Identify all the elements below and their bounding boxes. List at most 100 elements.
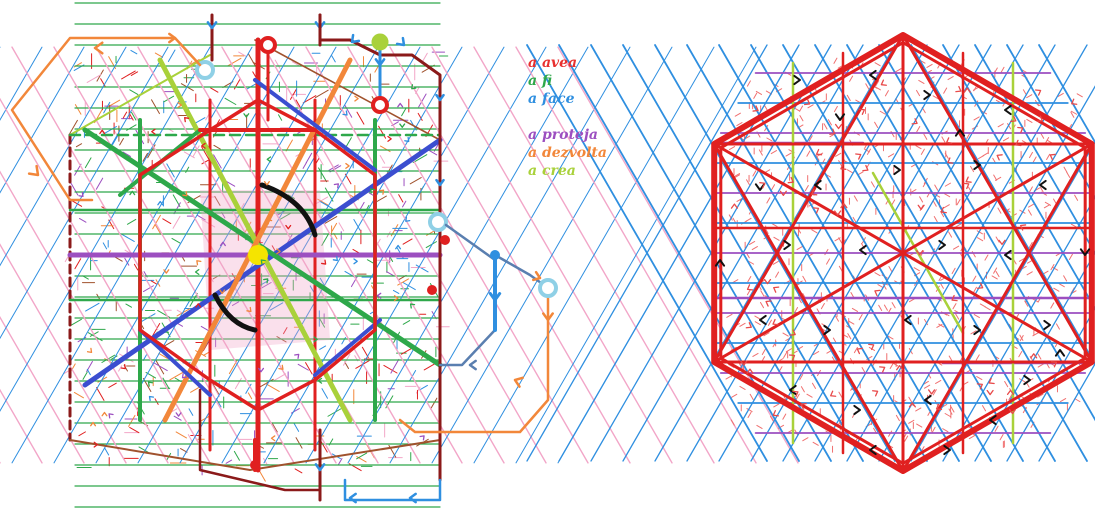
arrow-icon (294, 353, 300, 359)
mesh-stroke (277, 114, 283, 121)
hatch-stroke (833, 105, 838, 113)
hatch-stroke (997, 123, 1004, 128)
node-red-icon (371, 96, 389, 114)
node-red-icon (427, 285, 437, 295)
arrow-icon (108, 413, 114, 419)
hatch-stroke (951, 267, 956, 274)
hatch-stroke (918, 79, 925, 84)
hatch-stroke (955, 313, 960, 320)
mesh-stroke (401, 107, 407, 117)
hatch-stroke (995, 270, 1000, 278)
hatch-stroke (799, 115, 804, 122)
mesh-stroke (78, 431, 86, 437)
arrow-red-icon (740, 360, 748, 366)
hatch-stroke (772, 260, 779, 265)
arrow-icon (263, 278, 269, 284)
mesh-stroke (142, 285, 154, 293)
mesh-stroke (319, 345, 327, 350)
hatch-stroke (968, 435, 975, 440)
axis-orange (162, 57, 353, 423)
hatch-stroke (782, 332, 789, 337)
hatch-stroke (924, 384, 931, 389)
mesh-stroke (402, 238, 413, 245)
hatch-stroke (943, 87, 948, 94)
arrow-black-icon (714, 259, 726, 267)
mesh-stroke (247, 53, 257, 67)
hatch-stroke (753, 92, 758, 99)
hatch-stroke (933, 216, 938, 223)
arrow-icon (129, 190, 136, 196)
hatch-stroke (758, 149, 763, 156)
hatch-stroke (932, 200, 937, 207)
hexagon-red-outer (711, 32, 1095, 474)
arrow-icon (270, 435, 276, 442)
hatch-stroke (833, 57, 838, 64)
arrow-right-icon (168, 32, 177, 44)
hatch-stroke (874, 272, 881, 277)
mesh-stroke (231, 301, 240, 306)
arrow-black-icon (793, 74, 801, 86)
mesh-stroke (213, 144, 221, 150)
small-arrows (78, 84, 425, 448)
mesh-stroke (131, 111, 137, 121)
hatch-stroke (1008, 394, 1013, 401)
arrow-red-icon (1050, 361, 1058, 368)
hatch-stroke (733, 173, 741, 178)
hatch-stroke (846, 169, 854, 174)
hatch-stroke (973, 116, 980, 121)
mesh-stroke (95, 177, 104, 190)
mesh-stroke (338, 222, 345, 232)
arrow-red-icon (976, 383, 983, 390)
hatch-stroke (773, 403, 780, 408)
mesh-stroke (74, 258, 82, 270)
mesh-stroke (196, 214, 206, 221)
mesh-stroke (187, 434, 194, 443)
hatch-stroke (763, 332, 770, 337)
mesh-stroke (415, 264, 429, 273)
mesh-stroke (102, 242, 108, 250)
mesh-stroke (172, 215, 181, 229)
hatch-stroke (941, 136, 946, 143)
mesh-stroke (319, 200, 333, 210)
arrow-black-icon (924, 394, 932, 406)
arrow-red-icon (917, 204, 925, 210)
arrow-red-icon (1008, 408, 1017, 415)
mesh-stroke (379, 145, 391, 153)
mesh-stroke (315, 196, 329, 205)
arrow-icon (276, 248, 281, 255)
arrow-red-icon (811, 189, 818, 196)
arrow-icon (219, 289, 226, 294)
hatch-stroke (769, 415, 774, 423)
arrow-red-icon (858, 108, 866, 115)
mesh-stroke (397, 278, 409, 286)
mesh-stroke (344, 361, 350, 369)
mesh-stroke (356, 452, 368, 460)
mesh-stroke (214, 195, 221, 206)
arrow-black-icon (1043, 319, 1051, 331)
arrow-red-icon (946, 137, 953, 144)
hatch-stroke (861, 367, 866, 374)
grid-line-diagonal (389, 46, 631, 464)
hatch-stroke (1057, 92, 1064, 97)
hatch-stroke (933, 193, 941, 198)
hatch-stroke (887, 335, 894, 340)
hatch-stroke (939, 282, 944, 289)
hatch-stroke (1066, 171, 1071, 178)
grid-line-blue (1006, 44, 1095, 200)
hatch-stroke (731, 393, 738, 398)
hatch-stroke (932, 95, 939, 100)
arrow-icon (387, 135, 392, 142)
mesh-stroke (331, 222, 338, 232)
hatch-stroke (795, 393, 800, 400)
hatch-stroke (739, 322, 746, 327)
arrow-icon (395, 36, 406, 47)
mesh-stroke (189, 58, 200, 66)
hatch-stroke (827, 119, 832, 126)
mesh-stroke (175, 431, 187, 439)
hatch-stroke (760, 301, 765, 309)
arrow-red-icon (765, 300, 772, 307)
hexagon-red-inner (138, 98, 377, 412)
arrow-red-icon (773, 286, 780, 293)
hatch-stroke (915, 145, 922, 150)
mesh-stroke (383, 364, 398, 374)
